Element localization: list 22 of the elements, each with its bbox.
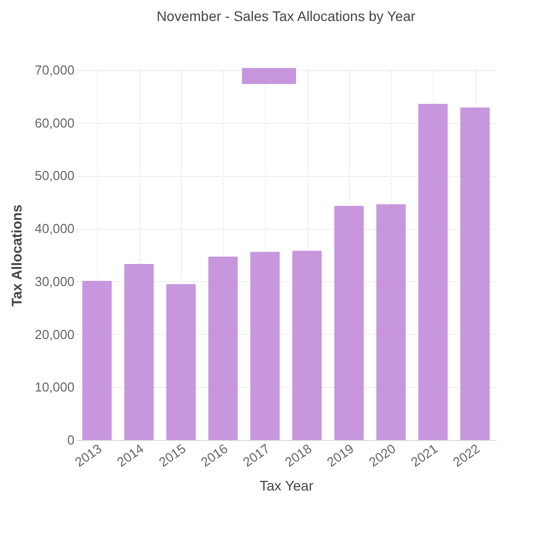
y-tick-label: 40,000 [34, 221, 74, 236]
x-axis-title: Tax Year [260, 478, 314, 494]
bar [166, 284, 196, 440]
bar [376, 204, 406, 440]
bar [418, 104, 448, 440]
y-axis-title: Tax Allocations [8, 204, 25, 306]
bar [208, 256, 238, 440]
bar [82, 280, 112, 440]
chart-title: November - Sales Tax Allocations by Year [156, 8, 416, 24]
y-tick-label: 60,000 [34, 115, 74, 130]
y-tick-label: 30,000 [34, 274, 74, 289]
y-tick-label: 20,000 [34, 326, 74, 342]
y-tick-label: 10,000 [34, 380, 74, 395]
bar [250, 252, 280, 440]
bar [334, 206, 364, 440]
y-tick-label: 50,000 [34, 168, 74, 184]
bar [292, 250, 322, 440]
bar [460, 108, 490, 440]
bar [124, 264, 154, 440]
y-tick-label: 70,000 [34, 62, 74, 78]
x-tick-label: 2021 [408, 440, 440, 470]
y-tick-label: 0 [67, 432, 74, 448]
